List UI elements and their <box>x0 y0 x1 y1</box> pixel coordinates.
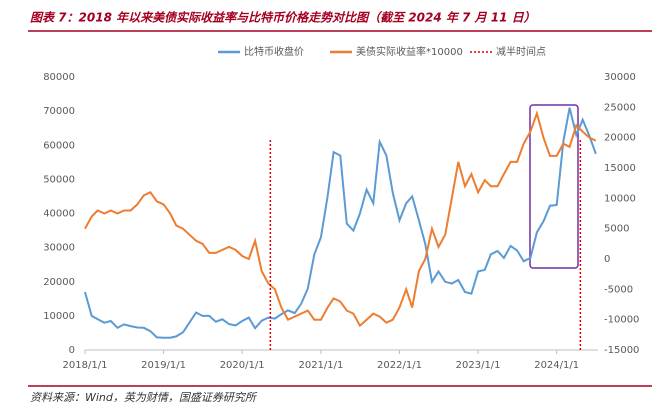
y-tick-label: 30000 <box>43 243 75 254</box>
highlight-box <box>529 104 579 269</box>
y2-tick-label: -5000 <box>604 284 633 295</box>
x-tick-label: 2019/1/1 <box>141 360 186 371</box>
y-tick-label: 10000 <box>43 311 75 322</box>
legend-label: 比特币收盘价 <box>244 45 304 58</box>
x-tick-label: 2018/1/1 <box>63 360 108 371</box>
y2-tick-label: 15000 <box>604 163 636 174</box>
legend-label: 美债实际收益率*10000 <box>356 45 463 58</box>
x-tick-label: 2021/1/1 <box>298 360 343 371</box>
x-tick-label: 2024/1/1 <box>534 360 579 371</box>
x-tick-label: 2022/1/1 <box>377 360 422 371</box>
y-tick-label: 60000 <box>43 140 75 151</box>
y2-tick-label: 30000 <box>604 72 636 83</box>
y-tick-label: 40000 <box>43 209 75 220</box>
source-note: 资料来源：Wind，英为财情，国盛证券研究所 <box>30 391 258 404</box>
y2-tick-label: 20000 <box>604 133 636 144</box>
y-tick-label: 80000 <box>43 72 75 83</box>
y2-tick-label: 10000 <box>604 193 636 204</box>
y2-tick-label: 25000 <box>604 102 636 113</box>
y2-tick-label: 5000 <box>604 224 629 235</box>
x-tick-label: 2023/1/1 <box>456 360 501 371</box>
x-tick-label: 2020/1/1 <box>220 360 265 371</box>
legend-label: 减半时间点 <box>496 45 546 58</box>
chart-title: 图表 7：2018 年以来美债实际收益率与比特币价格走势对比图（截至 2024 … <box>30 11 536 25</box>
y2-tick-label: -10000 <box>604 315 639 326</box>
y2-tick-label: 0 <box>604 254 610 265</box>
series-line <box>84 107 597 339</box>
y2-tick-label: -15000 <box>604 345 639 356</box>
y-tick-label: 20000 <box>43 277 75 288</box>
series-line <box>84 110 597 328</box>
y-tick-label: 0 <box>69 345 75 356</box>
y-tick-label: 70000 <box>43 106 75 117</box>
y-tick-label: 50000 <box>43 174 75 185</box>
